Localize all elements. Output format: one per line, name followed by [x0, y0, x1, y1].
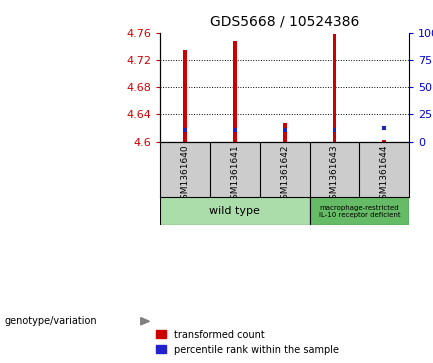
Bar	[160, 197, 310, 225]
Bar	[183, 50, 187, 142]
Polygon shape	[141, 318, 149, 325]
Legend: transformed count, percentile rank within the sample: transformed count, percentile rank withi…	[156, 330, 339, 355]
Bar	[233, 128, 237, 132]
Bar	[382, 126, 386, 130]
Bar	[310, 197, 409, 225]
Text: GSM1361644: GSM1361644	[380, 144, 389, 205]
Bar	[333, 34, 336, 142]
Text: genotype/variation: genotype/variation	[4, 316, 97, 326]
Bar	[233, 41, 237, 142]
Text: GSM1361640: GSM1361640	[181, 144, 190, 205]
Bar	[333, 128, 336, 132]
Bar	[183, 128, 187, 132]
Text: GSM1361641: GSM1361641	[230, 144, 239, 205]
Text: macrophage-restricted
IL-10 receptor deficient: macrophage-restricted IL-10 receptor def…	[319, 205, 400, 218]
Bar	[283, 123, 287, 142]
Text: wild type: wild type	[210, 206, 260, 216]
Text: GSM1361642: GSM1361642	[280, 144, 289, 205]
Text: GSM1361643: GSM1361643	[330, 144, 339, 205]
Bar	[283, 128, 287, 132]
Bar	[382, 140, 386, 142]
Title: GDS5668 / 10524386: GDS5668 / 10524386	[210, 15, 359, 29]
